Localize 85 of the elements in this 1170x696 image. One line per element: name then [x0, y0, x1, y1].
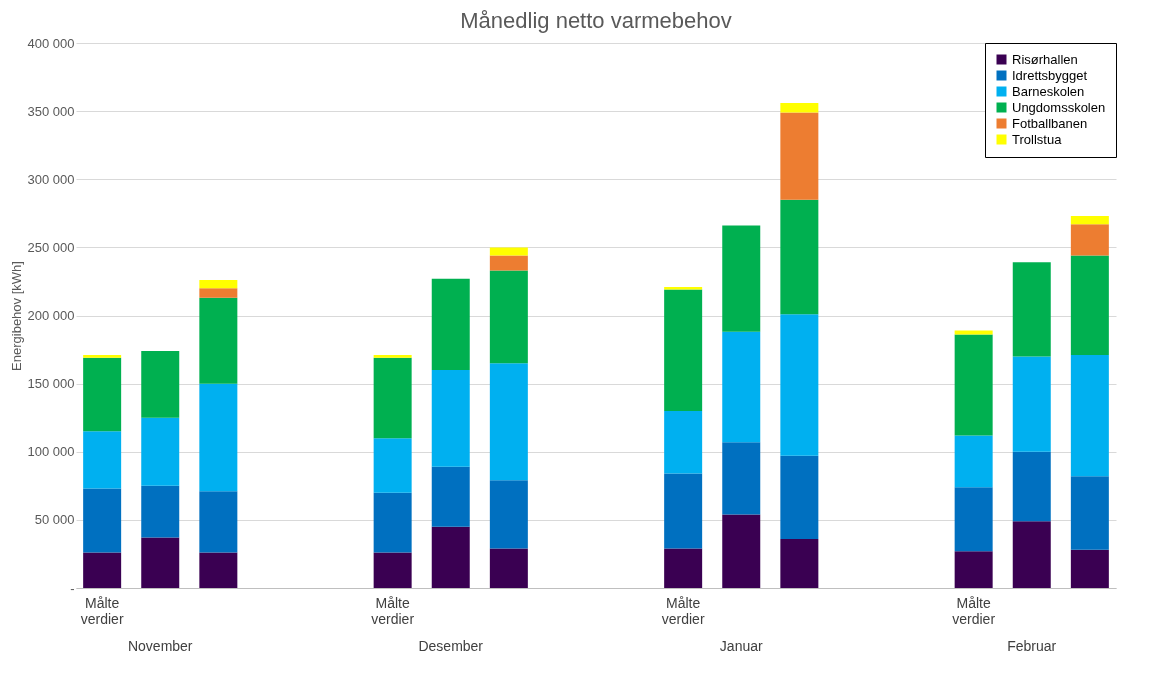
- y-tick-label: 250 000: [27, 239, 75, 255]
- y-tick-label: -: [70, 580, 75, 596]
- bar: [83, 552, 122, 588]
- bar: [780, 102, 819, 113]
- bar: [780, 314, 819, 456]
- bar: [83, 355, 122, 358]
- y-tick-label: 150 000: [27, 376, 75, 392]
- bar: [1070, 255, 1109, 356]
- bar: [664, 410, 703, 474]
- bar: [489, 363, 528, 481]
- bar: [722, 442, 761, 515]
- bar: [780, 455, 819, 539]
- text: November: [127, 638, 193, 654]
- bar: [373, 552, 412, 588]
- bar: [199, 383, 238, 492]
- x-tick-label: Målte verdier: [80, 594, 124, 627]
- x-tick-label: Målte verdier: [952, 594, 996, 627]
- bar: [1070, 476, 1109, 550]
- bar: [83, 357, 122, 432]
- bar: [489, 270, 528, 364]
- x-tick-label: Målte verdier: [661, 594, 705, 627]
- bar: [1070, 224, 1109, 256]
- bar: [1012, 521, 1051, 588]
- bar: [954, 551, 993, 588]
- legend-label: Trollstua: [1012, 131, 1063, 147]
- text: Februar: [1007, 638, 1057, 654]
- bar: [489, 247, 528, 256]
- bar: [664, 289, 703, 411]
- y-tick-label: 400 000: [27, 35, 75, 51]
- bar: [141, 417, 180, 486]
- bar: [1070, 549, 1109, 588]
- bar: [431, 526, 470, 588]
- bar: [431, 466, 470, 527]
- y-tick-label: 200 000: [27, 308, 75, 323]
- bar: [199, 491, 238, 553]
- bar: [373, 492, 412, 553]
- bar: [199, 280, 238, 289]
- y-axis-title: Energibehov [kWh]: [8, 261, 24, 371]
- bar: [83, 488, 122, 553]
- bar: [1070, 216, 1109, 225]
- bar: [1012, 262, 1051, 357]
- y-tick-label: 350 000: [27, 103, 75, 119]
- bar: [141, 350, 180, 418]
- bar: [664, 473, 703, 549]
- bar: [141, 485, 180, 538]
- legend-label: Barneskolen: [1012, 83, 1085, 99]
- bar: [489, 480, 528, 549]
- legend-label: Ungdomsskolen: [1012, 99, 1106, 115]
- bar: [780, 538, 819, 588]
- bar: [373, 355, 412, 358]
- text: Desember: [418, 638, 484, 654]
- bar: [489, 255, 528, 271]
- bar: [664, 548, 703, 588]
- bar: [954, 487, 993, 552]
- bar: [83, 431, 122, 489]
- bar: [199, 297, 238, 384]
- y-tick-label: 300 000: [27, 171, 75, 187]
- legend-label: Idrettsbygget: [1012, 67, 1088, 83]
- legend-label: Risørhallen: [1012, 51, 1078, 67]
- bar: [780, 199, 819, 315]
- bar: [780, 112, 819, 200]
- bar: [664, 286, 703, 290]
- bar: [1070, 355, 1109, 477]
- bar: [199, 552, 238, 588]
- x-tick-label: Målte verdier: [371, 594, 415, 627]
- bar: [1012, 451, 1051, 522]
- y-tick-label: 50 000: [34, 512, 75, 528]
- bar: [373, 438, 412, 493]
- bar: [431, 370, 470, 467]
- bar: [373, 357, 412, 439]
- bar: [954, 330, 993, 335]
- bar: [199, 288, 238, 298]
- bar: [954, 435, 993, 488]
- legend-label: Fotballbanen: [1012, 115, 1088, 131]
- bar: [722, 225, 761, 332]
- bar: [954, 334, 993, 436]
- text: Januar: [719, 638, 763, 654]
- bar: [141, 537, 180, 588]
- bar: [722, 514, 761, 588]
- chart-title: Månedlig netto varmebehov: [460, 8, 732, 33]
- y-tick-label: 100 000: [27, 444, 75, 460]
- bar: [722, 331, 761, 443]
- bar: [431, 278, 470, 370]
- bar: [1012, 356, 1051, 452]
- bar: [489, 548, 528, 588]
